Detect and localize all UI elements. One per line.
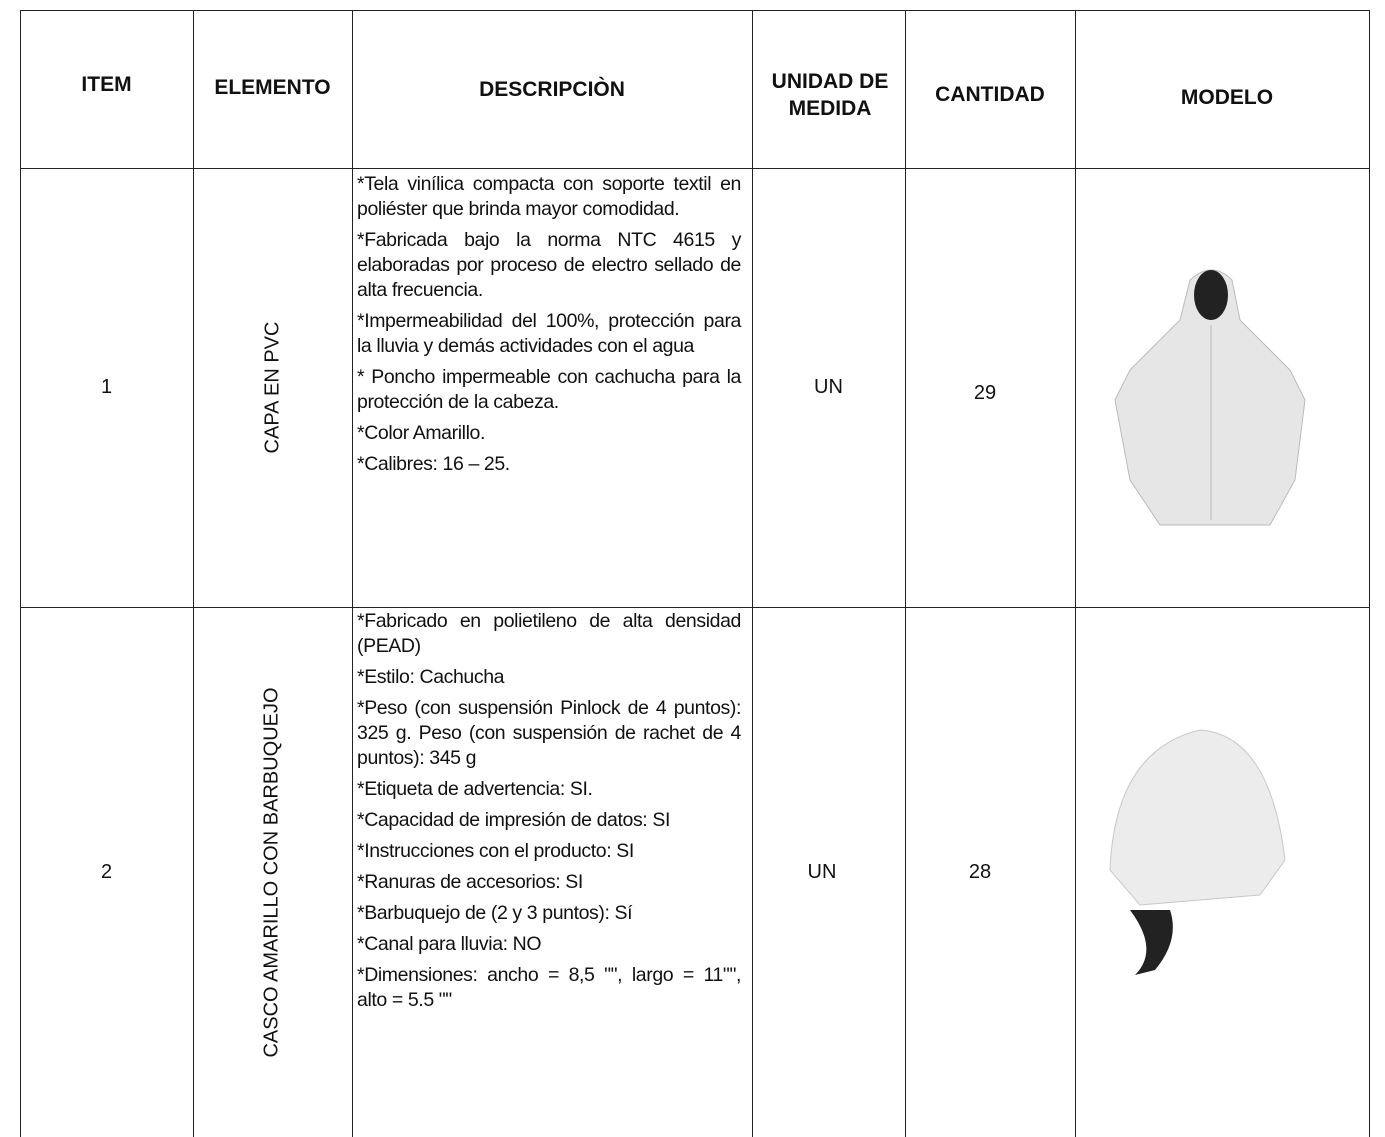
helmet-image bbox=[1109, 729, 1286, 975]
poncho-image bbox=[1114, 269, 1306, 526]
header-cell: UNIDAD DE MEDIDA bbox=[771, 70, 889, 120]
unit-cell: UN bbox=[814, 376, 843, 398]
rule bbox=[193, 10, 194, 1137]
description-paragraph: *Estilo: Cachucha bbox=[357, 666, 505, 688]
description-paragraph: *Calibres: 16 – 25. bbox=[357, 453, 510, 475]
rule bbox=[20, 10, 21, 1137]
description: *Tela vinílica compacta con soporte text… bbox=[357, 172, 741, 483]
description-paragraph: *Dimensiones: ancho = 8,5 "", largo = 11… bbox=[357, 964, 741, 1011]
header-cell: ITEM bbox=[81, 73, 132, 96]
description-paragraph: *Tela vinílica compacta con soporte text… bbox=[357, 173, 741, 220]
description-paragraph: *Fabricado en polietileno de alta densid… bbox=[357, 610, 741, 657]
element-text: CASCO AMARILLO CON BARBUQUEJO bbox=[261, 686, 284, 1058]
description-paragraph: *Barbuquejo de (2 y 3 puntos): Sí bbox=[357, 902, 633, 924]
description-paragraph: *Capacidad de impresión de datos: SI bbox=[357, 809, 670, 831]
description-paragraph: *Fabricada bajo la norma NTC 4615 y elab… bbox=[357, 229, 741, 301]
description-paragraph: *Impermeabilidad del 100%, protección pa… bbox=[357, 310, 741, 357]
description: *Fabricado en polietileno de alta densid… bbox=[357, 609, 741, 1019]
item-cell: 2 bbox=[100, 860, 113, 883]
item-cell: 1 bbox=[100, 376, 113, 398]
element-cell: CAPA EN PVC bbox=[193, 168, 352, 607]
rule bbox=[20, 607, 1370, 608]
quantity-cell: 29 bbox=[973, 381, 997, 404]
element-text: CAPA EN PVC bbox=[261, 321, 283, 454]
rule bbox=[352, 10, 353, 1137]
header-cell: CANTIDAD bbox=[935, 83, 1045, 106]
rule bbox=[1369, 10, 1370, 1137]
header-cell: DESCRIPCIÒN bbox=[479, 78, 625, 101]
header-cell: MODELO bbox=[1180, 86, 1274, 109]
rule bbox=[752, 10, 753, 1137]
description-paragraph: *Instrucciones con el producto: SI bbox=[357, 840, 634, 862]
description-paragraph: *Etiqueta de advertencia: SI. bbox=[357, 778, 593, 800]
unit-cell: UN bbox=[807, 860, 837, 883]
rule bbox=[905, 10, 906, 1137]
rule bbox=[20, 168, 1370, 169]
quantity-cell: 28 bbox=[968, 860, 992, 883]
element-cell: CASCO AMARILLO CON BARBUQUEJO bbox=[193, 607, 352, 1137]
description-paragraph: *Ranuras de accesorios: SI bbox=[357, 871, 583, 893]
description-paragraph: *Canal para lluvia: NO bbox=[357, 933, 542, 955]
header-cell: ELEMENTO bbox=[214, 75, 331, 99]
description-paragraph: *Color Amarillo. bbox=[357, 422, 485, 444]
rule bbox=[20, 10, 1370, 11]
rule bbox=[1075, 10, 1076, 1137]
description-paragraph: * Poncho impermeable con cachucha para l… bbox=[357, 366, 741, 413]
description-paragraph: *Peso (con suspensión Pinlock de 4 punto… bbox=[357, 697, 741, 769]
